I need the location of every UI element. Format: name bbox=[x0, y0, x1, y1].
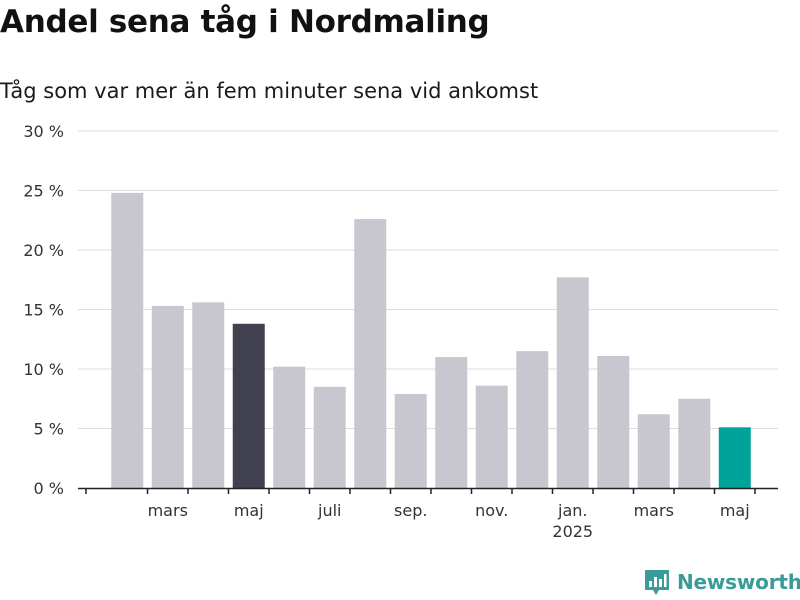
x-tick-label: nov. bbox=[475, 501, 508, 520]
y-tick-label: 30 % bbox=[23, 122, 64, 141]
bars bbox=[111, 192, 751, 488]
logo-text: Newsworthy bbox=[677, 570, 800, 594]
y-tick-label: 25 % bbox=[23, 182, 64, 201]
x-tick-label: sep. bbox=[394, 501, 427, 520]
bar-2025-01 bbox=[556, 277, 589, 488]
x-tick-year-label: 2025 bbox=[552, 522, 593, 541]
bar-2024-04 bbox=[192, 302, 225, 488]
bar-2024-11 bbox=[475, 385, 508, 488]
x-tick-label: maj bbox=[720, 501, 750, 520]
y-tick-label: 15 % bbox=[23, 301, 64, 320]
y-tick-label: 10 % bbox=[23, 360, 64, 379]
bar-2024-03 bbox=[151, 305, 184, 488]
bar-2024-08 bbox=[354, 219, 387, 488]
chart-subtitle: Tåg som var mer än fem minuter sena vid … bbox=[0, 79, 539, 103]
chart-title: Andel sena tåg i Nordmaling bbox=[0, 4, 490, 40]
x-tick-label: juli bbox=[317, 501, 341, 520]
bar-2025-03 bbox=[637, 414, 670, 488]
bar-2024-02 bbox=[111, 192, 144, 488]
x-axis: mars maj juli sep. nov. jan. 2025 mars maj bbox=[78, 487, 778, 541]
bar-2024-06 bbox=[273, 366, 306, 488]
newsworthy-logo-icon bbox=[645, 570, 669, 595]
bar-2024-12 bbox=[516, 351, 549, 488]
x-tick-label: mars bbox=[634, 501, 674, 520]
bar-2025-02 bbox=[597, 355, 630, 488]
y-tick-label: 20 % bbox=[23, 241, 64, 260]
x-tick-label: mars bbox=[148, 501, 188, 520]
bar-2024-09 bbox=[394, 393, 427, 488]
bar-2025-04 bbox=[678, 398, 711, 488]
newsworthy-logo: Newsworthy bbox=[643, 568, 800, 596]
bar-2024-10 bbox=[435, 357, 468, 488]
y-tick-label: 5 % bbox=[34, 420, 64, 439]
y-axis-ticks: 0 % 5 % 10 % 15 % 20 % 25 % 30 % bbox=[23, 122, 64, 498]
bar-2024-05 bbox=[232, 323, 265, 488]
bar-2025-05 bbox=[718, 427, 751, 488]
bar-2024-07 bbox=[313, 386, 346, 488]
y-tick-label: 0 % bbox=[34, 479, 64, 498]
x-tick-label: jan. bbox=[557, 501, 587, 520]
x-tick-label: maj bbox=[234, 501, 264, 520]
